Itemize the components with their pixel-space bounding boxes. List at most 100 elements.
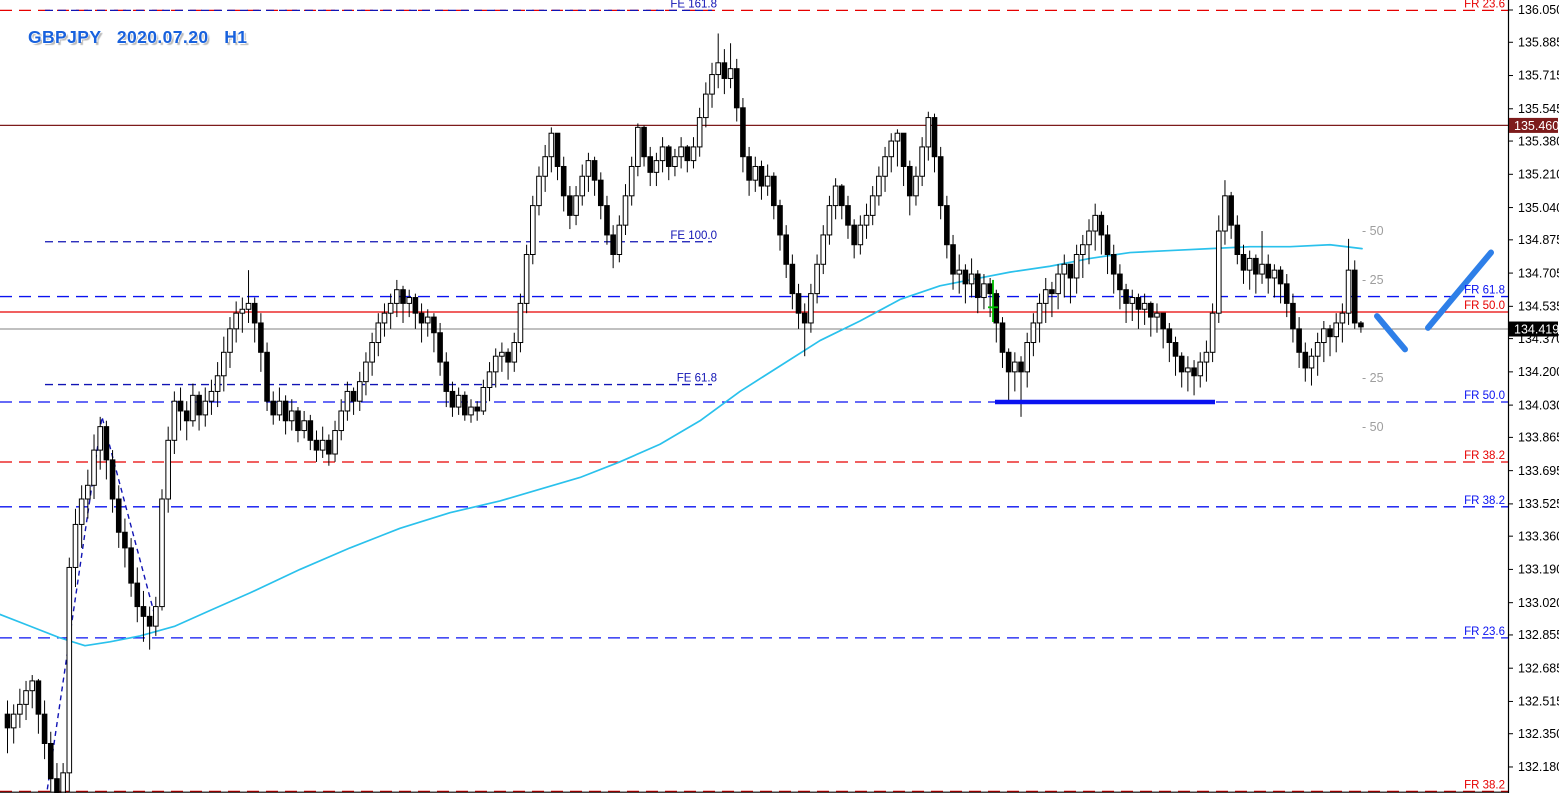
candle bbox=[1222, 195, 1228, 232]
candle bbox=[35, 680, 42, 715]
candle bbox=[987, 283, 993, 295]
candle bbox=[1339, 312, 1346, 324]
candle bbox=[777, 205, 783, 236]
candle bbox=[678, 146, 684, 158]
axis-tick-label: 133.865 bbox=[1518, 431, 1559, 445]
candle bbox=[319, 439, 326, 451]
candle bbox=[857, 224, 864, 246]
candle bbox=[47, 743, 54, 780]
candle bbox=[387, 302, 394, 314]
candle bbox=[431, 316, 437, 334]
candle bbox=[78, 498, 85, 525]
candle bbox=[981, 283, 987, 299]
candle bbox=[727, 68, 734, 79]
candle bbox=[628, 165, 635, 197]
candle bbox=[616, 224, 623, 256]
candle bbox=[672, 156, 678, 167]
candle bbox=[1259, 263, 1265, 275]
candle bbox=[721, 62, 728, 79]
candle bbox=[295, 410, 301, 432]
level-label: FR 38.2 bbox=[1464, 779, 1505, 791]
trend-arrows[interactable] bbox=[1374, 249, 1494, 353]
candle bbox=[128, 547, 134, 584]
candle bbox=[931, 117, 938, 158]
candle bbox=[820, 234, 827, 265]
candle bbox=[363, 361, 369, 383]
order-marker[interactable] bbox=[988, 279, 998, 322]
candle bbox=[492, 355, 499, 373]
candle bbox=[1030, 322, 1037, 344]
candle bbox=[1117, 273, 1123, 291]
candle bbox=[795, 293, 802, 314]
candle bbox=[480, 387, 487, 412]
price-badge-label: 134.419 bbox=[1514, 322, 1559, 336]
candle bbox=[635, 126, 641, 167]
candle bbox=[1148, 302, 1154, 318]
zigzag-anchor-line[interactable] bbox=[46, 416, 156, 793]
candle bbox=[499, 351, 505, 357]
candle bbox=[1141, 302, 1148, 310]
candle bbox=[326, 439, 332, 455]
trend-arrow[interactable] bbox=[1425, 249, 1494, 331]
candle bbox=[826, 205, 833, 236]
candle bbox=[221, 351, 227, 377]
candle bbox=[443, 361, 450, 392]
candle bbox=[888, 140, 895, 158]
candle bbox=[406, 297, 412, 304]
axis-tick-label: 133.695 bbox=[1518, 464, 1559, 478]
candle bbox=[85, 484, 91, 500]
level-label: FR 38.2 bbox=[1464, 450, 1505, 462]
candle bbox=[1321, 328, 1327, 344]
candle bbox=[264, 351, 270, 402]
candle bbox=[1024, 342, 1031, 373]
axis-tick-label: 133.020 bbox=[1518, 596, 1559, 610]
level-label: FR 38.2 bbox=[1464, 495, 1505, 507]
candle bbox=[109, 459, 116, 500]
candle bbox=[356, 381, 363, 402]
candle bbox=[783, 234, 789, 265]
candle bbox=[839, 185, 845, 207]
axis-tick-label: 133.190 bbox=[1518, 563, 1559, 577]
candle bbox=[974, 273, 981, 299]
candle bbox=[1191, 367, 1197, 377]
candle bbox=[1036, 302, 1043, 324]
candle bbox=[560, 165, 567, 197]
candle bbox=[1277, 269, 1284, 285]
candle bbox=[906, 165, 913, 197]
candle bbox=[276, 400, 283, 416]
candle bbox=[542, 156, 548, 177]
zigzag-anchor-line[interactable] bbox=[46, 416, 156, 793]
candle bbox=[968, 273, 975, 285]
axis-tick-label: 134.535 bbox=[1518, 300, 1559, 314]
candle bbox=[591, 160, 598, 181]
candle bbox=[17, 703, 23, 715]
candle bbox=[622, 195, 629, 226]
candle bbox=[863, 214, 870, 226]
fib-level-lines[interactable] bbox=[0, 9, 1508, 793]
candle bbox=[709, 74, 715, 95]
candle bbox=[4, 713, 11, 729]
candle bbox=[548, 132, 555, 158]
candle bbox=[41, 713, 48, 744]
candle bbox=[1302, 351, 1309, 369]
candle bbox=[511, 342, 518, 363]
candle bbox=[1240, 254, 1247, 271]
candle bbox=[771, 175, 777, 207]
axis-tick-label: 135.715 bbox=[1518, 69, 1559, 83]
chart-title: GBPJPY 2020.07.20 H1 bbox=[28, 27, 248, 47]
candle bbox=[103, 426, 110, 461]
candle bbox=[190, 394, 196, 422]
candle bbox=[1160, 312, 1166, 330]
axis-tick-label: 132.855 bbox=[1518, 628, 1559, 642]
candle bbox=[1271, 269, 1278, 279]
level-label: FE 161.8 bbox=[670, 0, 717, 10]
candle bbox=[845, 205, 851, 226]
trend-arrow[interactable] bbox=[1374, 313, 1408, 353]
axis-tick-label: 132.180 bbox=[1518, 760, 1559, 774]
candle bbox=[134, 582, 141, 608]
candle bbox=[437, 332, 443, 363]
candle bbox=[1055, 273, 1061, 295]
candle bbox=[468, 406, 474, 416]
candle bbox=[183, 410, 190, 422]
